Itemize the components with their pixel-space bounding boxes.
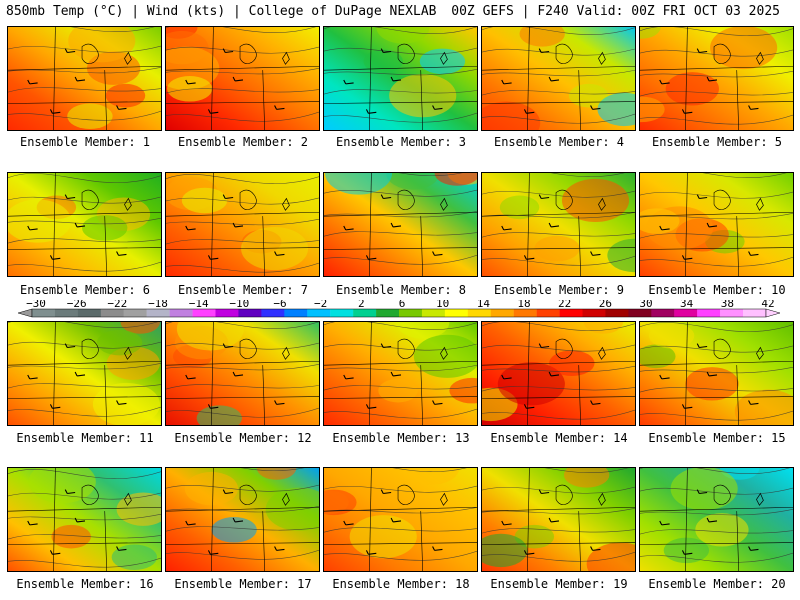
colorbar-swatch: [77, 309, 102, 317]
colorbar-swatch: [169, 309, 193, 317]
map-panel-member-7: [165, 172, 320, 277]
header-right-run-info: 00Z GEFS | F240 Valid: 00Z FRI OCT 03 20…: [451, 4, 780, 19]
map-panel-member-2: [165, 26, 320, 131]
map-panel-member-4: [481, 26, 636, 131]
map-panel-member-14: [481, 321, 636, 426]
map-panel-member-5: [639, 26, 794, 131]
colorbar-swatch: [123, 309, 147, 317]
map-panel-member-19: [481, 467, 636, 572]
member-label-14: Ensemble Member: 14: [490, 431, 628, 445]
colorbar-tick-label: 26: [599, 300, 612, 310]
colorbar-swatch: [605, 309, 629, 317]
member-label-1: Ensemble Member: 1: [19, 135, 151, 149]
member-label-17: Ensemble Member: 17: [174, 577, 312, 591]
colorbar-swatch: [307, 309, 331, 317]
colorbar-tick-label: −22: [107, 300, 127, 310]
colorbar-tick-label: −26: [67, 300, 87, 310]
colorbar-tick-label: −2: [314, 300, 327, 310]
map-panel-member-3: [323, 26, 478, 131]
colorbar-tick-label: −30: [26, 300, 46, 310]
member-label-9: Ensemble Member: 9: [493, 283, 625, 297]
map-panel-member-12: [165, 321, 320, 426]
colorbar-tick-label: −6: [273, 300, 286, 310]
colorbar-swatch: [582, 309, 606, 317]
member-label-4: Ensemble Member: 4: [493, 135, 625, 149]
map-panel-member-18: [323, 467, 478, 572]
colorbar-swatch: [559, 309, 583, 317]
map-panel-member-9: [481, 172, 636, 277]
colorbar-tick-label: 22: [558, 300, 571, 310]
colorbar-tick-label: 6: [399, 300, 406, 310]
colorbar-swatch: [399, 309, 423, 317]
colorbar-swatch: [146, 309, 170, 317]
colorbar-tick-label: 38: [721, 300, 734, 310]
colorbar-tick-label: 34: [680, 300, 694, 310]
colorbar-swatch: [651, 309, 675, 317]
map-panel-member-20: [639, 467, 794, 572]
colorbar-swatch: [674, 309, 698, 317]
map-panel-member-11: [7, 321, 162, 426]
header-left-title: 850mb Temp (°C) | Wind (kts) | College o…: [6, 4, 437, 19]
colorbar-swatch: [353, 309, 377, 317]
colorbar-swatch: [54, 309, 79, 317]
colorbar-swatch: [467, 309, 491, 317]
member-label-16: Ensemble Member: 16: [16, 577, 154, 591]
member-label-8: Ensemble Member: 8: [335, 283, 467, 297]
colorbar-swatch: [238, 309, 262, 317]
member-label-11: Ensemble Member: 11: [16, 431, 154, 445]
colorbar-swatch: [697, 309, 721, 317]
colorbar-swatch: [536, 309, 560, 317]
member-label-12: Ensemble Member: 12: [174, 431, 312, 445]
colorbar-swatch: [421, 309, 446, 317]
map-panel-member-15: [639, 321, 794, 426]
map-panel-member-6: [7, 172, 162, 277]
colorbar-swatch: [513, 309, 537, 317]
colorbar-swatch: [720, 309, 744, 317]
colorbar-swatch: [376, 309, 400, 317]
colorbar-swatch: [330, 309, 354, 317]
map-panel-member-16: [7, 467, 162, 572]
temperature-colorbar: −30 −26 −22 −18 −14 −10 −6 −2 2 6 10 14 18 22 26 30 34 38…: [17, 300, 781, 318]
member-label-13: Ensemble Member: 13: [332, 431, 470, 445]
colorbar-swatch: [192, 309, 216, 317]
colorbar-swatch: [444, 309, 469, 317]
member-label-2: Ensemble Member: 2: [177, 135, 309, 149]
colorbar-swatch: [100, 309, 124, 317]
map-panel-member-13: [323, 321, 478, 426]
colorbar-swatch: [743, 309, 767, 317]
colorbar-swatch: [490, 309, 514, 317]
member-label-18: Ensemble Member: 18: [332, 577, 470, 591]
member-label-10: Ensemble Member: 10: [648, 283, 786, 297]
map-panel-member-1: [7, 26, 162, 131]
member-label-5: Ensemble Member: 5: [651, 135, 783, 149]
colorbar-tick-label: 2: [358, 300, 365, 310]
colorbar-swatch: [628, 309, 652, 317]
colorbar-tick-label: 42: [761, 300, 774, 310]
member-label-6: Ensemble Member: 6: [19, 283, 151, 297]
colorbar-upper-arrow: [765, 308, 781, 318]
colorbar-swatch: [261, 309, 285, 317]
colorbar-tick-label: −14: [189, 300, 209, 310]
map-panel-member-8: [323, 172, 478, 277]
colorbar-tick-label: 30: [639, 300, 652, 310]
map-panel-member-17: [165, 467, 320, 572]
colorbar-tick-label: −10: [229, 300, 249, 310]
member-label-19: Ensemble Member: 19: [490, 577, 628, 591]
map-panel-member-10: [639, 172, 794, 277]
colorbar-tick-label: −18: [148, 300, 168, 310]
colorbar-swatch: [284, 309, 308, 317]
member-label-20: Ensemble Member: 20: [648, 577, 786, 591]
member-label-3: Ensemble Member: 3: [335, 135, 467, 149]
member-label-15: Ensemble Member: 15: [648, 431, 786, 445]
colorbar-swatch: [32, 309, 56, 317]
member-label-7: Ensemble Member: 7: [177, 283, 309, 297]
colorbar-tick-label: 14: [477, 300, 491, 310]
colorbar-tick-label: 10: [436, 300, 449, 310]
colorbar-swatch: [215, 309, 239, 317]
colorbar-lower-arrow: [17, 308, 33, 318]
colorbar-tick-label: 18: [517, 300, 530, 310]
